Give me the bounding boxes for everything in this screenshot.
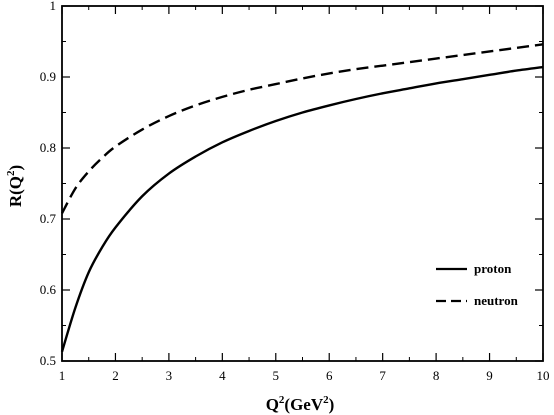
axis-ticks bbox=[61, 5, 544, 362]
plot-area bbox=[61, 5, 544, 362]
x-tick-label: 5 bbox=[273, 368, 280, 383]
x-tick-label: 4 bbox=[219, 368, 226, 383]
x-tick-label: 7 bbox=[379, 368, 386, 383]
x-tick-label: 1 bbox=[59, 368, 66, 383]
legend-label-neutron: neutron bbox=[474, 293, 519, 308]
x-tick-label: 9 bbox=[486, 368, 493, 383]
x-tick-label: 10 bbox=[537, 368, 550, 383]
series-line-neutron bbox=[60, 43, 544, 214]
y-tick-label: 0.7 bbox=[40, 211, 57, 226]
x-tick-label: 8 bbox=[433, 368, 440, 383]
y-tick-label: 1 bbox=[50, 0, 57, 13]
legend: proton neutron bbox=[436, 261, 519, 308]
series-line-proton bbox=[60, 65, 544, 353]
plot-frame bbox=[61, 5, 544, 362]
x-tick-label: 6 bbox=[326, 368, 333, 383]
x-tick-labels: 1 2 3 4 5 6 7 8 9 10 bbox=[59, 368, 550, 383]
y-tick-label: 0.5 bbox=[40, 353, 56, 368]
series-lines bbox=[60, 43, 544, 353]
y-tick-label: 0.6 bbox=[40, 282, 57, 297]
x-tick-label: 2 bbox=[112, 368, 119, 383]
x-tick-label: 3 bbox=[166, 368, 173, 383]
y-tick-label: 0.8 bbox=[40, 140, 56, 155]
x-axis-label: Q2(GeV2) bbox=[266, 394, 335, 414]
legend-label-proton: proton bbox=[474, 261, 512, 276]
y-axis-label: R(Q2) bbox=[5, 165, 25, 207]
y-tick-label: 0.9 bbox=[40, 69, 56, 84]
y-tick-labels: 0.5 0.6 0.7 0.8 0.9 1 bbox=[40, 0, 57, 368]
